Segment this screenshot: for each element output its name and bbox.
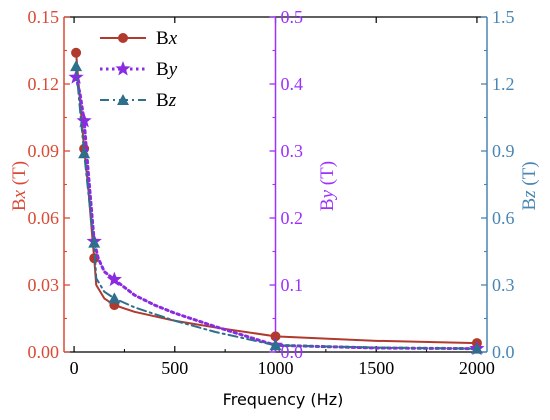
series-bz-line bbox=[75, 65, 478, 350]
series-bx-point bbox=[71, 47, 82, 58]
series bbox=[68, 47, 485, 356]
series-bx bbox=[71, 47, 482, 349]
left-axis-tick-label: 0.03 bbox=[28, 275, 60, 295]
left-axis-title-unit: (T) bbox=[9, 161, 30, 190]
legend-label-b: B bbox=[156, 28, 169, 49]
x-tick-label: 0 bbox=[70, 358, 79, 378]
x-tick-label: 1500 bbox=[358, 358, 394, 378]
x-tick-label: 500 bbox=[161, 358, 188, 378]
middle-axis-tick-label: 0.4 bbox=[281, 74, 304, 94]
legend-item-by: By bbox=[100, 59, 178, 80]
series-bz-point bbox=[88, 236, 101, 248]
right-axis-tick-label: 1.2 bbox=[492, 74, 515, 94]
left-axis-tick-label: 0.12 bbox=[28, 74, 60, 94]
series-bz-point bbox=[78, 147, 91, 159]
right-axis-tick-label: 0.6 bbox=[492, 208, 515, 228]
right-axis-tick-label: 0.0 bbox=[492, 342, 515, 362]
legend-item-bz: Bz bbox=[100, 90, 177, 111]
middle-axis-tick-label: 0.5 bbox=[281, 7, 304, 27]
legend-swatch-marker bbox=[115, 61, 131, 76]
legend-label-sub: z bbox=[168, 90, 177, 111]
right-axis-title: Bz (T) bbox=[519, 161, 540, 210]
right-axis-title-unit: (T) bbox=[519, 161, 540, 190]
legend-label: Bx bbox=[156, 28, 178, 49]
middle-axis-title-b: B bbox=[317, 198, 338, 211]
legend-label-sub: y bbox=[167, 59, 178, 80]
series-bz bbox=[70, 60, 483, 354]
legend-swatch-marker bbox=[118, 33, 128, 43]
left-axis-tick-label: 0.09 bbox=[28, 141, 60, 161]
right-axis-tick-label: 1.5 bbox=[492, 7, 515, 27]
middle-axis-title-y: y bbox=[317, 189, 338, 200]
legend-label-sub: x bbox=[168, 28, 178, 49]
left-axis-title: Bx (T) bbox=[9, 161, 30, 211]
series-bx-line bbox=[75, 51, 478, 345]
x-tick-label: 1000 bbox=[258, 358, 294, 378]
left-axis-title-x: x bbox=[9, 189, 30, 199]
middle-axis-tick-label: 0.1 bbox=[281, 275, 304, 295]
legend-item-bx: Bx bbox=[100, 28, 178, 49]
series-by-point bbox=[68, 69, 84, 84]
left-axis-tick-label: 0.15 bbox=[28, 7, 60, 27]
legend-label: By bbox=[156, 59, 178, 80]
series-by-line bbox=[74, 75, 479, 351]
series-bz-point bbox=[108, 292, 121, 304]
series-by-point bbox=[76, 112, 92, 128]
left-axis-tick-label: 0.00 bbox=[28, 342, 60, 362]
legend-label-b: B bbox=[156, 90, 169, 111]
series-by bbox=[68, 69, 485, 356]
legend-swatch-marker bbox=[117, 94, 129, 105]
middle-axis-title-unit: (T) bbox=[317, 161, 338, 190]
x-axis-title: Frequency (Hz) bbox=[223, 390, 344, 409]
right-axis-title-z: z bbox=[519, 190, 540, 199]
right-axis-title-b: B bbox=[519, 198, 540, 211]
middle-axis-title: By (T) bbox=[317, 161, 338, 211]
middle-axis-tick-label: 0.2 bbox=[281, 208, 304, 228]
legend-label-b: B bbox=[156, 59, 169, 80]
series-by-point bbox=[106, 271, 122, 287]
left-axis-title-b: B bbox=[9, 198, 30, 211]
right-axis-tick-label: 0.3 bbox=[492, 275, 515, 295]
right-axis-tick-label: 0.9 bbox=[492, 141, 515, 161]
left-axis-tick-label: 0.06 bbox=[28, 208, 60, 228]
middle-axis-tick-label: 0.3 bbox=[281, 141, 304, 161]
series-bz-point bbox=[470, 342, 483, 354]
axes: 0 500 1000 1500 2000 0.00 0.03 0.06 0.09 0.12 0.15… bbox=[28, 7, 515, 378]
series-bz-point bbox=[70, 60, 83, 72]
series-bz-point bbox=[269, 339, 282, 351]
legend-label: Bz bbox=[156, 90, 177, 111]
x-tick-label: 2000 bbox=[459, 358, 495, 378]
